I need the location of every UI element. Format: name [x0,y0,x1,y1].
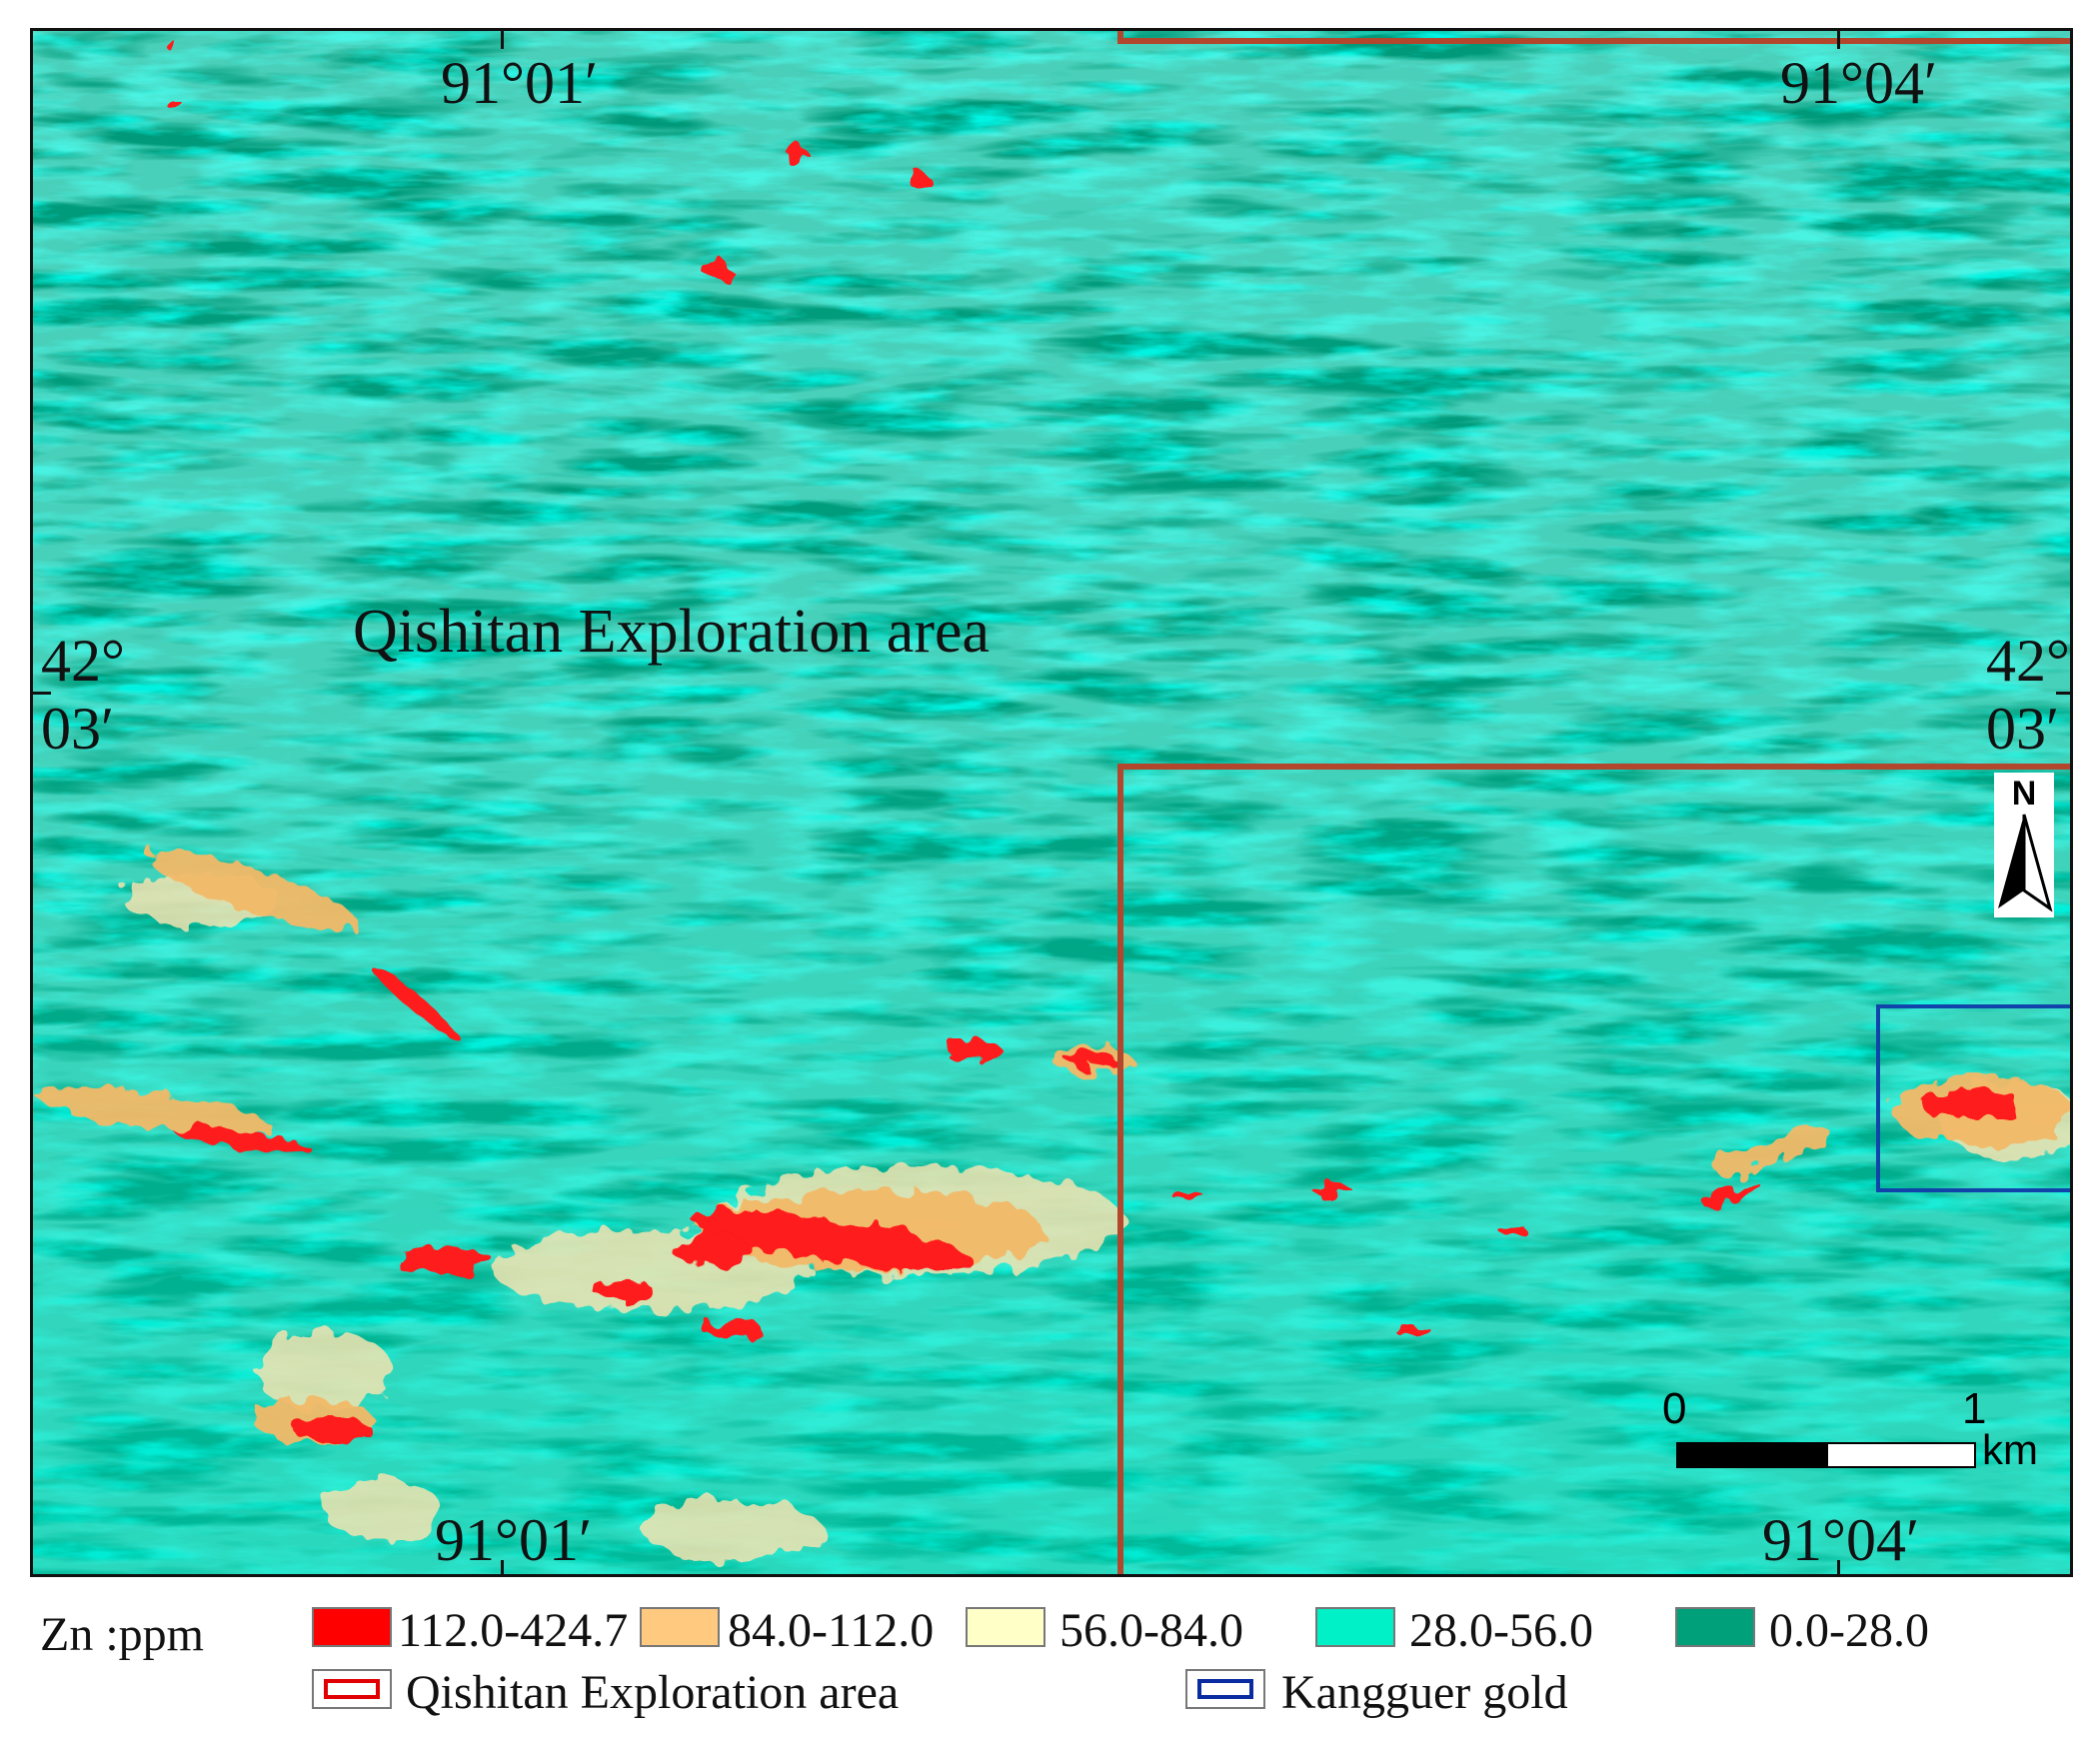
legend-label-class-1: 112.0-424.7 [398,1604,629,1657]
lon-label-bottom-right: 91°04′ [1762,1507,1920,1573]
lat-label-right-deg: 42° [1986,628,2070,694]
anomaly-blotches [34,37,2070,1560]
scale-bar-light [1826,1442,1976,1468]
legend-swatch-class-5 [1675,1607,1755,1647]
lon-tick-bottom-right [1837,1560,1840,1574]
scale-unit: km [1982,1426,2038,1473]
lon-tick-top-right [1837,31,1840,49]
legend-title: Zn :ppm [40,1608,204,1661]
north-arrow-icon: N [1994,773,2054,917]
north-letter: N [2011,775,2037,813]
legend-label-exploration-area: Qishitan Exploration area [406,1666,900,1719]
legend-label-class-5: 0.0-28.0 [1769,1604,1929,1657]
lat-tick-right [2056,692,2070,695]
lon-label-top-right: 91°04′ [1780,50,1938,116]
lon-tick-bottom-left [501,1560,504,1574]
legend-swatch-class-3 [966,1607,1046,1647]
lat-label-left-min: 03′ [41,696,115,762]
kangguer-gold-outline [1876,1004,2070,1192]
legend-swatch-class-2 [640,1607,720,1647]
legend: Zn :ppm 112.0-424.7 84.0-112.0 56.0-84.0… [0,1577,2100,1739]
lat-tick-left [33,692,51,695]
scale-label-start: 0 [1662,1384,1687,1433]
map-frame: 91°01′ 91°04′ 91°01′ 91°04′ 42° 03′ 42° … [30,28,2073,1577]
lon-tick-top-left [501,31,504,49]
lon-label-bottom-left: 91°01′ [435,1507,593,1573]
legend-swatch-class-1 [312,1607,392,1647]
legend-label-kangguer-gold: Kangguer gold [1281,1666,1568,1719]
exploration-area-label: Qishitan Exploration area [353,598,991,666]
lat-label-right-min: 03′ [1986,696,2060,762]
lon-label-top-left: 91°01′ [441,50,599,116]
kangguer-gold-outline-icon [1197,1679,1253,1699]
scale-bar-dark [1676,1442,1826,1468]
exploration-area-outline-icon [324,1679,380,1699]
legend-swatch-exploration-area [312,1669,392,1709]
legend-label-class-3: 56.0-84.0 [1059,1604,1243,1657]
legend-swatch-kangguer-gold [1185,1669,1265,1709]
qishitan-exploration-outline [1117,31,2070,1574]
legend-label-class-4: 28.0-56.0 [1409,1604,1593,1657]
scale-label-end: 1 [1962,1384,1987,1433]
legend-label-class-2: 84.0-112.0 [728,1604,935,1657]
zn-anomaly-raster [33,31,2070,1574]
legend-swatch-class-4 [1315,1607,1395,1647]
lat-label-left-deg: 42° [41,628,125,694]
